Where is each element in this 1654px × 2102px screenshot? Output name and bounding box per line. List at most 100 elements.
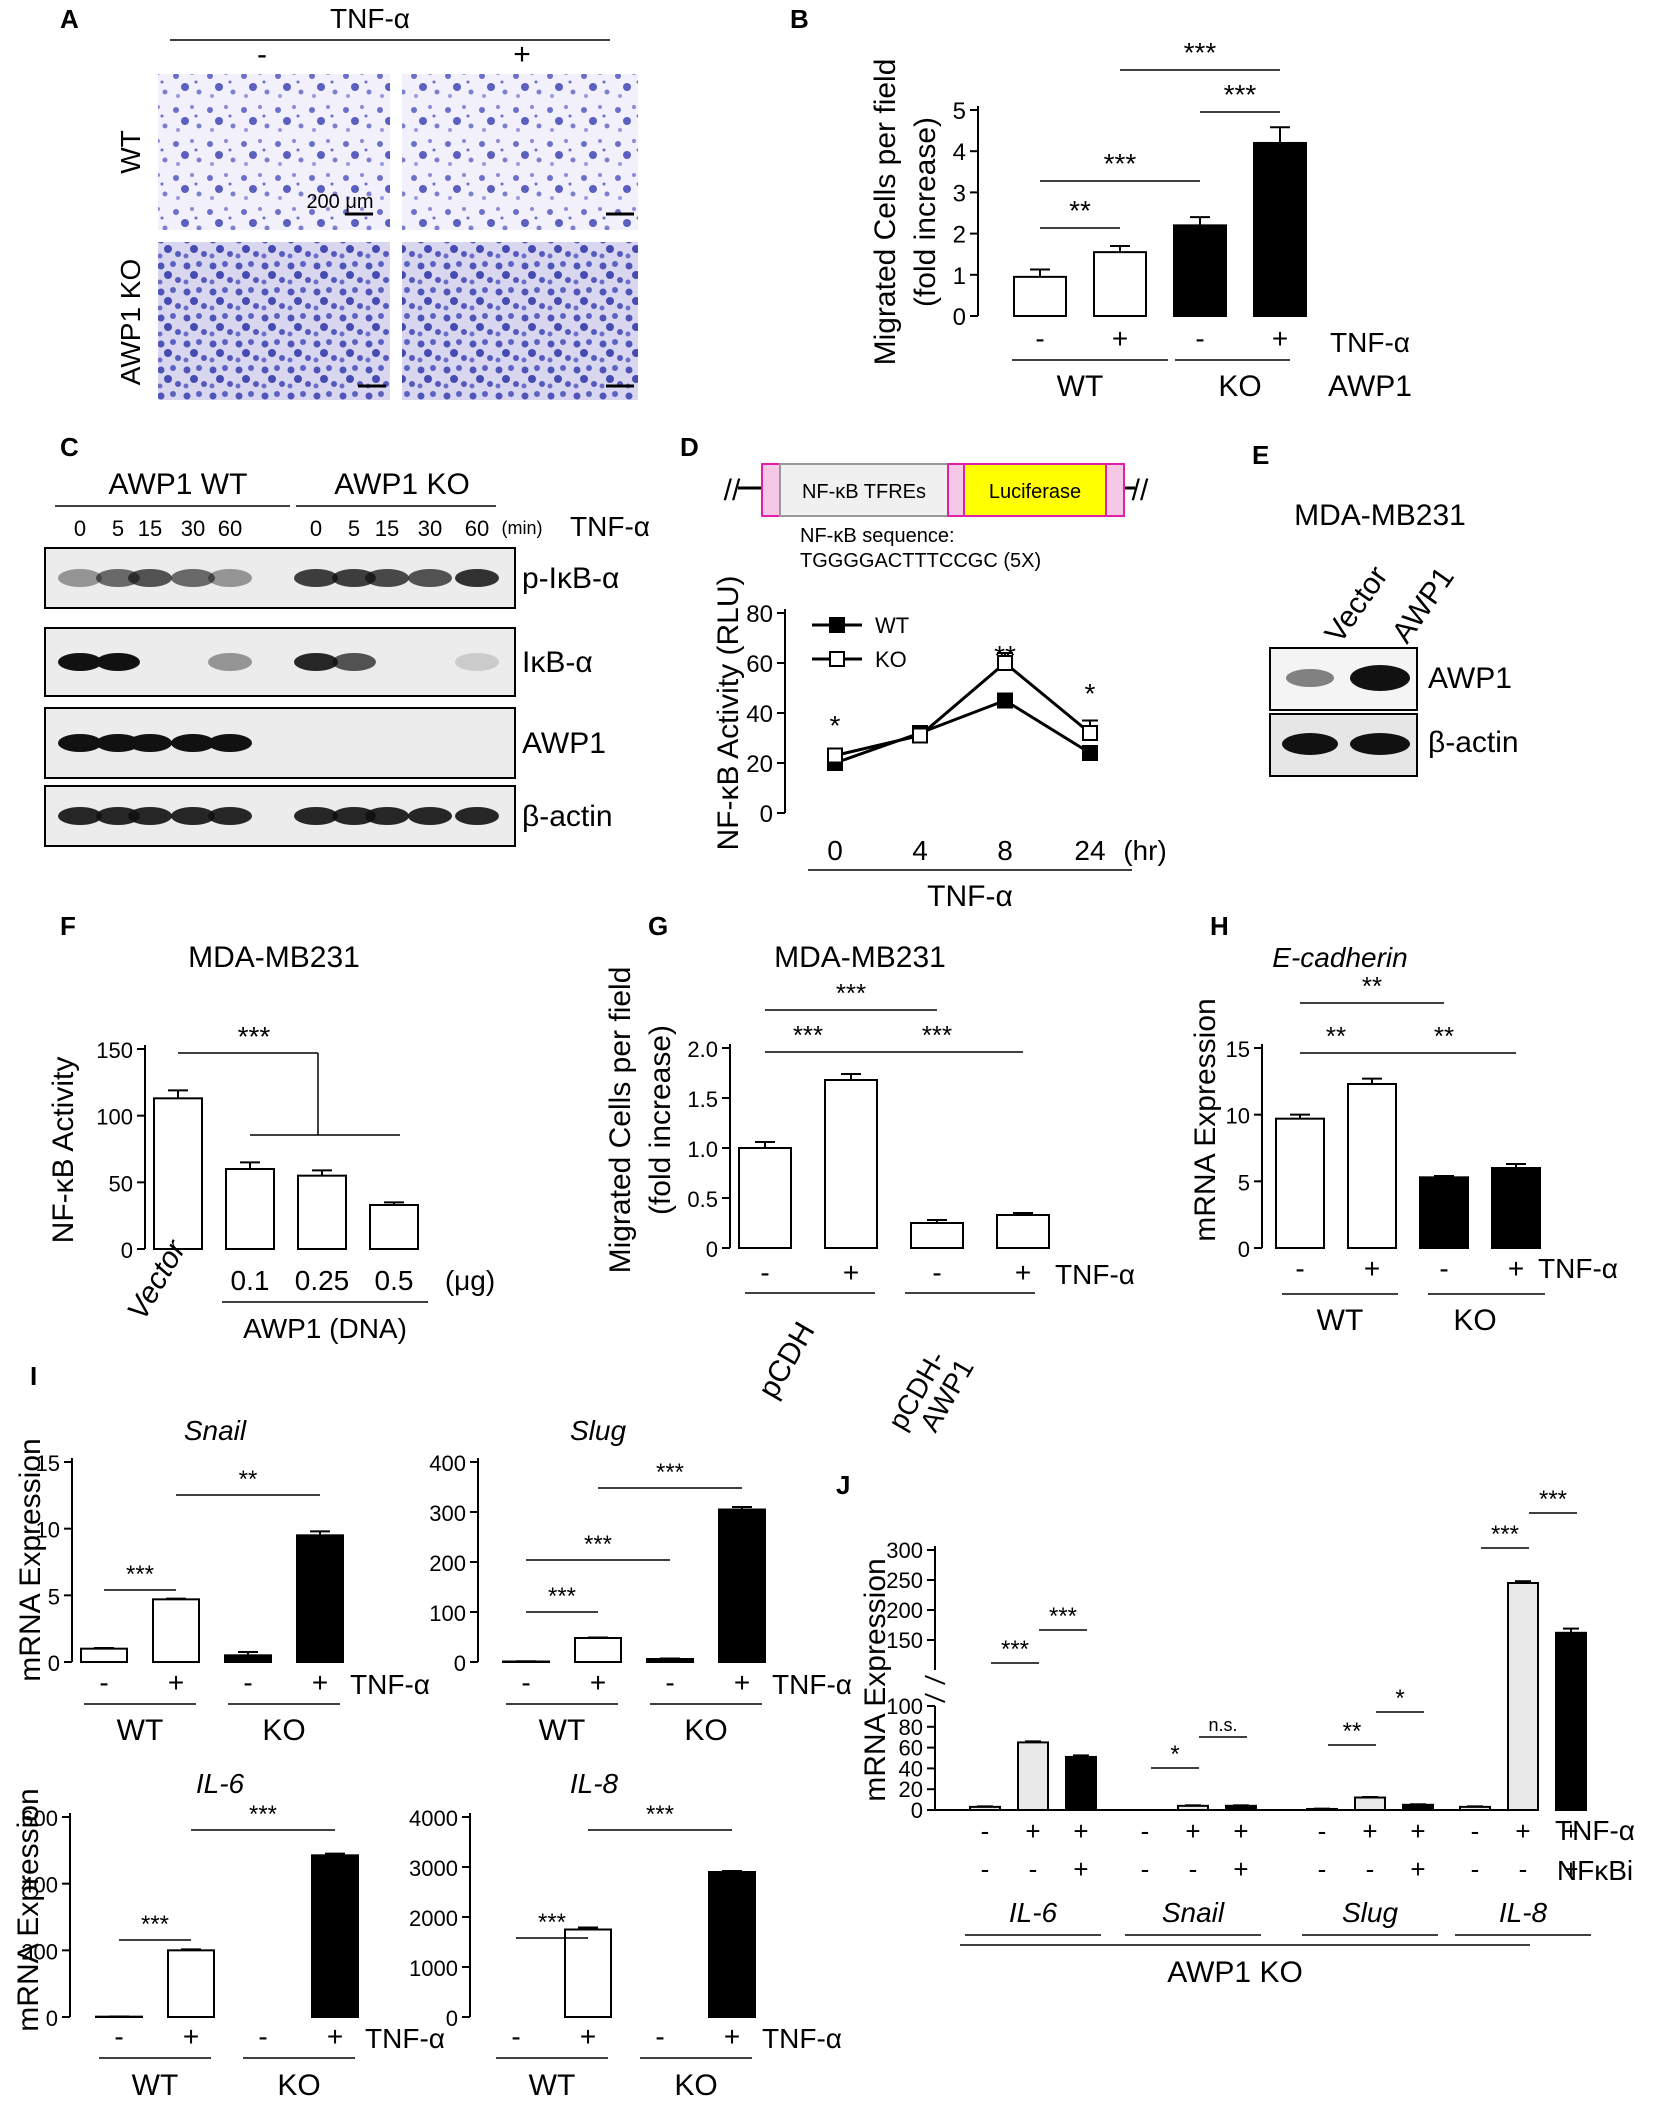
awp1-label: AWP1	[1328, 370, 1412, 403]
bar	[910, 1222, 964, 1249]
time-label: 15	[375, 516, 399, 541]
tnf-sign: -	[760, 1257, 769, 1288]
blot-band	[408, 569, 452, 587]
tnf-sign: -	[1295, 1253, 1304, 1284]
panel-title: MDA-MB231	[774, 941, 946, 974]
tnf-sign: -	[511, 2021, 520, 2052]
y-tick-label: 0.5	[687, 1187, 718, 1212]
x-tick-label: 24	[1074, 835, 1105, 866]
significance-label: ***	[538, 1909, 566, 1936]
x-unit: (hr)	[1123, 835, 1167, 866]
y-axis-title: mRNA Expression	[14, 1438, 47, 1681]
data-point	[912, 727, 928, 744]
y-tick-label: 150	[886, 1628, 923, 1653]
bar	[1173, 224, 1227, 317]
group-label: WT	[539, 1714, 586, 1747]
time-label: 30	[418, 516, 442, 541]
tnf-sign: +	[734, 1667, 750, 1698]
legend-marker	[829, 617, 845, 633]
panel-title: MDA-MB231	[1294, 499, 1466, 532]
y-tick-label: 0	[121, 1238, 133, 1263]
significance-label: ***	[646, 1801, 674, 1828]
construct-note: TGGGGACTTTCCGC (5X)	[800, 550, 1041, 572]
plus-label: +	[513, 38, 531, 71]
legend-label: WT	[875, 613, 909, 638]
y-tick-label: 300	[886, 1538, 923, 1563]
treatment-label: TNF-α	[570, 511, 650, 542]
bar	[1507, 1582, 1539, 1811]
x-axis-title: TNF-α	[927, 880, 1013, 913]
significance-label: **	[1326, 1021, 1346, 1051]
bar	[1347, 1083, 1397, 1249]
significance-label: *	[1085, 678, 1096, 709]
group-label: AWP1 KO	[334, 468, 470, 501]
y-tick-label: 400	[429, 1451, 466, 1476]
tnf-sign: +	[327, 2021, 343, 2052]
bar	[1275, 1117, 1325, 1249]
significance-label: ***	[1539, 1486, 1567, 1513]
y-tick-label: 3000	[409, 1856, 458, 1881]
panel-label: G	[648, 911, 668, 941]
tnf-sign: +	[590, 1667, 606, 1698]
significance-label: **	[1069, 195, 1091, 226]
panel-label: F	[60, 911, 76, 941]
nfkbi-sign: -	[1471, 1854, 1480, 1884]
tnf-sign: -	[1035, 323, 1044, 354]
axis-break	[924, 1693, 946, 1703]
bar	[1555, 1631, 1587, 1812]
tnf-sign: +	[843, 1257, 859, 1288]
blot-band	[96, 653, 140, 671]
group-label: WT	[132, 2069, 179, 2102]
group-label: KO	[674, 2069, 717, 2102]
y-axis-title: Migrated Cells per field	[869, 59, 902, 366]
bar	[1354, 1796, 1386, 1812]
tnf-label: TNF-α	[1555, 1815, 1635, 1846]
significance-label: ***	[1224, 79, 1257, 110]
gene-label: IL-6	[1009, 1897, 1058, 1928]
bar	[369, 1204, 419, 1250]
y-tick-label: 80	[746, 601, 773, 628]
bar	[297, 1174, 347, 1250]
significance-label: ***	[836, 978, 866, 1008]
data-point	[997, 692, 1013, 709]
group-label: AWP1 KO	[1167, 1956, 1303, 1989]
significance-label: ***	[922, 1020, 952, 1050]
y-tick-label: 1.0	[687, 1137, 718, 1162]
construct-flank	[1105, 463, 1125, 517]
bar	[708, 1871, 756, 2018]
y-tick-label: 1.5	[687, 1087, 718, 1112]
y-tick-label: 1000	[409, 1956, 458, 1981]
tnf-sign: +	[183, 2021, 199, 2052]
y-tick-label: 0	[953, 304, 966, 331]
row-label-ko: AWP1 KO	[115, 259, 146, 386]
tnf-sign: +	[1185, 1816, 1200, 1846]
y-tick-label: 2	[953, 222, 966, 249]
tnf-sign: +	[1364, 1253, 1380, 1284]
tnf-sign: +	[580, 2021, 596, 2052]
nfkbi-sign: -	[1366, 1854, 1375, 1884]
tnf-sign: +	[724, 2021, 740, 2052]
panel-D: 0 20 40 60 80 0 4 8 24 (hr) TNF-α NF-κB Activity (R…	[712, 575, 1167, 913]
blot-band	[208, 653, 252, 671]
tnf-label: TNF-α	[1538, 1253, 1618, 1284]
construct-tfre-box	[779, 463, 949, 517]
significance-label: ***	[1049, 1603, 1077, 1630]
gene-label: Slug	[1342, 1897, 1398, 1928]
blot-band	[332, 807, 376, 825]
data-point	[827, 747, 843, 764]
nfkbi-sign: -	[1141, 1854, 1150, 1884]
blot-band	[128, 569, 172, 587]
construct-luciferase-box	[963, 463, 1107, 517]
row-label-wt: WT	[115, 130, 146, 174]
significance-label: *	[1170, 1741, 1179, 1768]
panel-B: 0 1 2 3 4 5 Migrated Cells per field (fold incr…	[869, 37, 1412, 403]
construct-label: NF-κB TFREs	[802, 481, 926, 503]
break-mark: //	[724, 474, 741, 507]
group-label: WT	[1057, 370, 1104, 403]
group-label: WT	[1317, 1304, 1364, 1337]
panel-label: B	[790, 4, 809, 34]
